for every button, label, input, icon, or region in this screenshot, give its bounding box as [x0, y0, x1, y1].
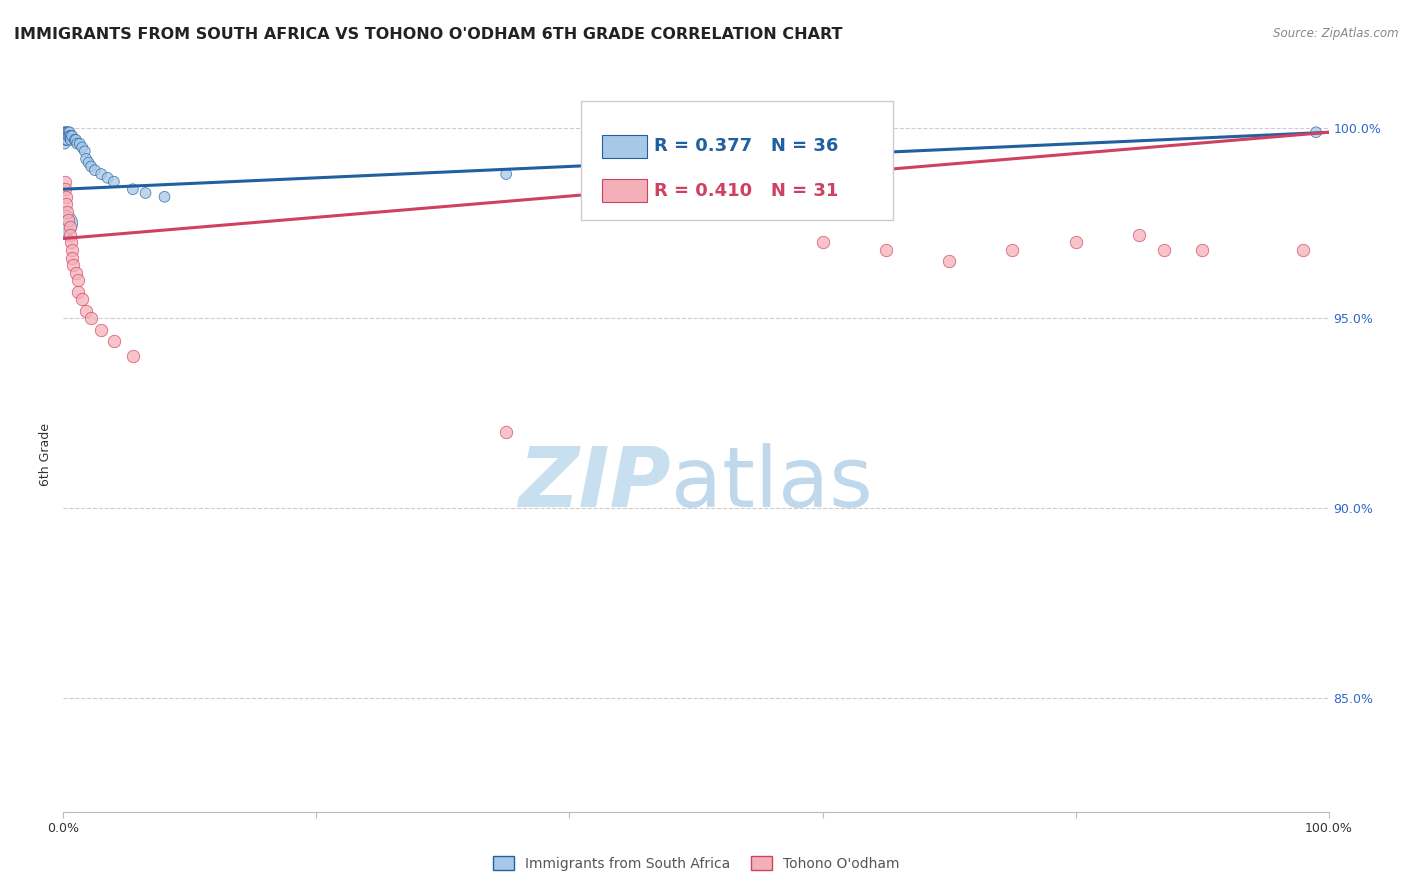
Point [103, 334, 125, 348]
Point [58, 212, 80, 227]
Point [58, 129, 80, 144]
Point [53, 129, 76, 144]
Point [58, 129, 80, 144]
Point [66, 136, 89, 151]
Point [60, 243, 83, 257]
Point [53, 136, 76, 151]
Point [55, 133, 77, 147]
Point [80, 160, 103, 174]
Point [65, 266, 87, 280]
Point [73, 145, 96, 159]
Text: Source: ZipAtlas.com: Source: ZipAtlas.com [1274, 27, 1399, 40]
Point [84, 163, 107, 178]
Point [53, 133, 76, 147]
Point [75, 303, 97, 318]
Point [65, 133, 87, 147]
Point [58, 125, 80, 139]
Text: R = 0.410   N = 31: R = 0.410 N = 31 [655, 182, 839, 200]
Point [58, 125, 80, 139]
Text: R = 0.377   N = 36: R = 0.377 N = 36 [655, 137, 839, 155]
Point [938, 254, 960, 268]
Point [63, 133, 86, 147]
Point [60, 129, 83, 144]
Point [1128, 227, 1150, 242]
Point [53, 175, 76, 189]
Point [56, 125, 79, 139]
Point [1153, 243, 1175, 257]
Point [875, 243, 897, 257]
Point [90, 323, 112, 337]
Point [495, 167, 517, 181]
Point [1292, 243, 1315, 257]
Point [96, 170, 120, 185]
Y-axis label: 6th Grade: 6th Grade [39, 424, 52, 486]
Point [122, 182, 145, 196]
Point [56, 205, 79, 219]
Point [55, 129, 77, 144]
Point [495, 425, 517, 439]
Point [153, 190, 176, 204]
Point [53, 125, 76, 139]
Point [55, 197, 77, 211]
Point [60, 251, 83, 265]
Text: ZIP: ZIP [517, 443, 671, 524]
Point [77, 155, 100, 169]
Point [59, 133, 82, 147]
Point [59, 235, 82, 250]
Point [67, 273, 90, 287]
Point [53, 182, 76, 196]
Point [80, 311, 103, 326]
Text: atlas: atlas [671, 443, 872, 524]
Point [53, 216, 76, 230]
Legend: Immigrants from South Africa, Tohono O'odham: Immigrants from South Africa, Tohono O'o… [486, 850, 905, 876]
Point [70, 293, 93, 307]
Text: IMMIGRANTS FROM SOUTH AFRICA VS TOHONO O'ODHAM 6TH GRADE CORRELATION CHART: IMMIGRANTS FROM SOUTH AFRICA VS TOHONO O… [14, 27, 842, 42]
Point [1191, 243, 1213, 257]
Point [56, 133, 79, 147]
Point [90, 167, 112, 181]
Point [75, 152, 97, 166]
Point [55, 125, 77, 139]
Point [135, 186, 157, 200]
Point [122, 349, 145, 363]
Point [58, 220, 80, 235]
Point [67, 285, 90, 299]
Point [59, 129, 82, 144]
Point [69, 136, 91, 151]
Point [1305, 125, 1327, 139]
Point [62, 258, 84, 272]
Point [70, 140, 93, 154]
Point [58, 227, 80, 242]
Point [1001, 243, 1024, 257]
Point [103, 175, 125, 189]
Point [55, 190, 77, 204]
Point [811, 235, 834, 250]
Point [1064, 235, 1087, 250]
Point [56, 129, 79, 144]
